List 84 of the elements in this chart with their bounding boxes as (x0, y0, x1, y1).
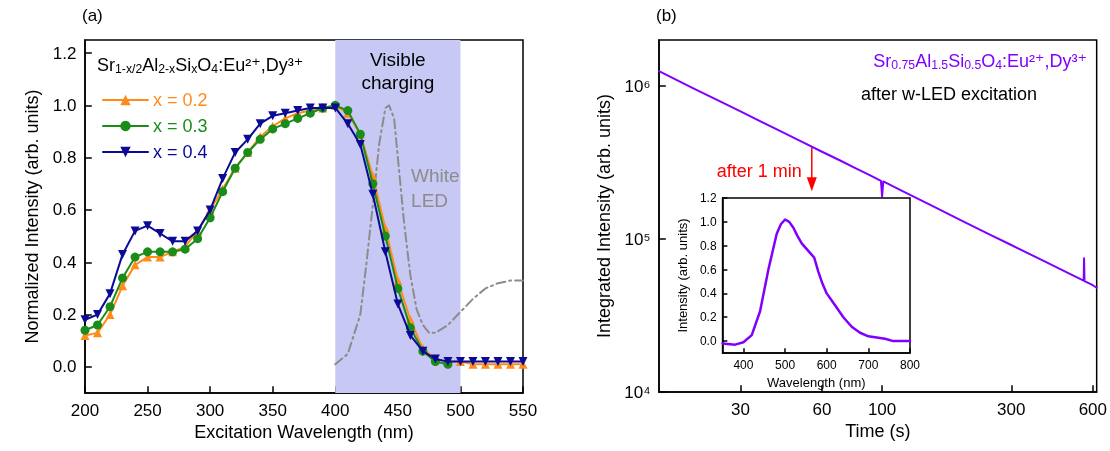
y-tick-label: 0.2 (52, 305, 77, 325)
y-tick-label: 0.0 (52, 357, 77, 377)
point (168, 236, 178, 246)
line-series (334, 104, 524, 366)
point (130, 252, 140, 262)
legend-label: x = 0.4 (153, 142, 208, 162)
point (130, 226, 140, 236)
x-tick-label: 700 (858, 358, 879, 372)
point (105, 289, 115, 299)
y-tick-label: 1.0 (699, 214, 717, 229)
chart-title: (a) (82, 6, 103, 25)
x-tick-label: 600 (816, 358, 838, 372)
y-tick-label: 0.8 (52, 148, 77, 168)
chart-title: (b) (656, 6, 677, 25)
point (155, 247, 165, 257)
y-tick-label: 0.6 (52, 200, 77, 220)
point (293, 113, 303, 123)
point (180, 236, 190, 246)
y-tick-label: 0.2 (699, 310, 717, 325)
point (380, 247, 390, 257)
point (93, 328, 103, 338)
point (118, 273, 128, 283)
y-tick-label: 10⁴ (624, 382, 651, 402)
point (118, 281, 128, 291)
point (93, 310, 103, 320)
y-tick-label: 0.6 (699, 262, 717, 277)
x-tick-label: 450 (383, 400, 413, 420)
y-tick-label: 1.2 (52, 43, 77, 63)
y-tick-label: 0.4 (699, 286, 717, 301)
y-tick-label: 0.4 (52, 252, 77, 272)
point (93, 320, 103, 330)
x-tick-label: 400 (321, 400, 350, 420)
x-axis-title: Wavelength (nm) (767, 374, 866, 390)
point (405, 330, 415, 340)
y-axis-title: Normalized Intensity (arb. units) (21, 89, 42, 344)
point (255, 119, 265, 129)
y-tick-label: 0.8 (699, 238, 717, 253)
annotation: after w-LED excitation (860, 84, 1038, 104)
band-label: Visible charging (361, 49, 435, 93)
x-tick-label: 400 (733, 358, 754, 372)
x-tick-label: 200 (70, 400, 100, 420)
point (268, 111, 278, 121)
point (118, 249, 128, 259)
x-tick-label: 500 (446, 400, 475, 420)
x-tick-label: 30 (731, 399, 750, 419)
x-tick-label: 800 (899, 358, 921, 372)
y-axis-title: Integrated Intensity (arb. units) (594, 93, 615, 339)
point (343, 119, 353, 129)
x-tick-label: 250 (133, 400, 162, 420)
point (80, 315, 90, 325)
x-tick-label: 500 (775, 358, 796, 372)
point (143, 221, 153, 231)
x-tick-label: 100 (867, 399, 897, 419)
point (230, 147, 240, 157)
point (143, 247, 153, 257)
y-axis-title: Intensity (arb. units) (675, 218, 690, 333)
point (193, 234, 203, 244)
x-tick-label: 300 (195, 400, 225, 420)
point (105, 302, 115, 312)
y-tick-label: 10⁵ (624, 229, 651, 249)
x-tick-label: 550 (508, 400, 538, 420)
point (355, 140, 365, 150)
x-tick-label: 600 (1078, 399, 1108, 419)
line-series (721, 218, 912, 346)
y-tick-label: 1.0 (52, 95, 77, 115)
y-tick-label: 10⁶ (624, 76, 651, 96)
annotation: after 1 min (716, 161, 802, 182)
point (130, 260, 140, 270)
point (218, 174, 228, 184)
legend-label: x = 0.3 (153, 116, 208, 136)
point (105, 310, 115, 320)
point (155, 229, 165, 238)
series-label: White LED (411, 164, 460, 211)
x-tick-label: 300 (997, 399, 1026, 419)
x-axis-title: Excitation Wavelength (nm) (194, 422, 414, 443)
legend-label: x = 0.2 (153, 90, 208, 110)
y-tick-label: 1.2 (699, 191, 717, 205)
x-tick-label: 60 (812, 399, 832, 419)
point (280, 119, 290, 129)
x-axis-title: Time (s) (845, 421, 911, 442)
point (243, 134, 253, 144)
y-tick-label: 0.0 (699, 334, 717, 349)
x-tick-label: 350 (258, 400, 287, 420)
point (80, 325, 90, 335)
